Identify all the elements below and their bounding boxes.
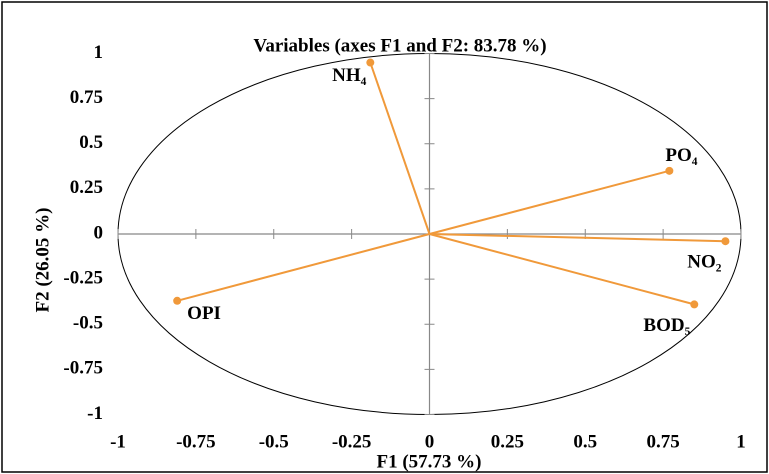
y-axis-label: F2 (26.05 %) [32, 207, 53, 312]
point-label: PO₄ [665, 145, 697, 166]
loading-vector [176, 233, 430, 302]
x-tick-label: -0.5 [259, 431, 289, 452]
point [366, 58, 375, 67]
x-tick-label: -0.75 [176, 431, 216, 452]
point-label: OPI [187, 303, 221, 324]
point [721, 237, 730, 246]
y-tick-label: -0.5 [73, 313, 103, 334]
y-tick-label: -0.75 [63, 358, 103, 379]
y-tick-label: -1 [87, 403, 103, 424]
x-tick-label: 0.25 [491, 431, 524, 452]
y-tick-label: 1 [94, 42, 104, 63]
y-tick-label: 0.25 [70, 177, 103, 198]
x-axis-label: F1 (57.73 %) [376, 451, 481, 472]
y-tick-label: -0.25 [63, 267, 103, 288]
point-label: NH₄ [332, 65, 367, 86]
loading-vector [369, 62, 431, 235]
x-tick-label: -1 [110, 431, 126, 452]
x-tick-label: -0.25 [332, 431, 372, 452]
x-tick-label: 1 [736, 431, 746, 452]
x-tick-label: 0.5 [573, 431, 597, 452]
y-tick-label: 0.5 [79, 132, 103, 153]
loading-vector [429, 233, 695, 306]
x-tick-label: 0.75 [647, 431, 680, 452]
loading-vector [429, 233, 726, 243]
x-tick-label: 0 [425, 431, 435, 452]
point [690, 300, 699, 309]
loading-vector [429, 169, 670, 235]
point [173, 296, 182, 305]
point-label: BOD₅ [643, 315, 690, 336]
chart-title: Variables (axes F1 and F2: 83.78 %) [253, 35, 546, 56]
y-tick-label: 0 [94, 222, 104, 243]
y-tick-label: 0.75 [70, 87, 103, 108]
point [665, 166, 674, 175]
point-label: NO₂ [687, 252, 722, 273]
